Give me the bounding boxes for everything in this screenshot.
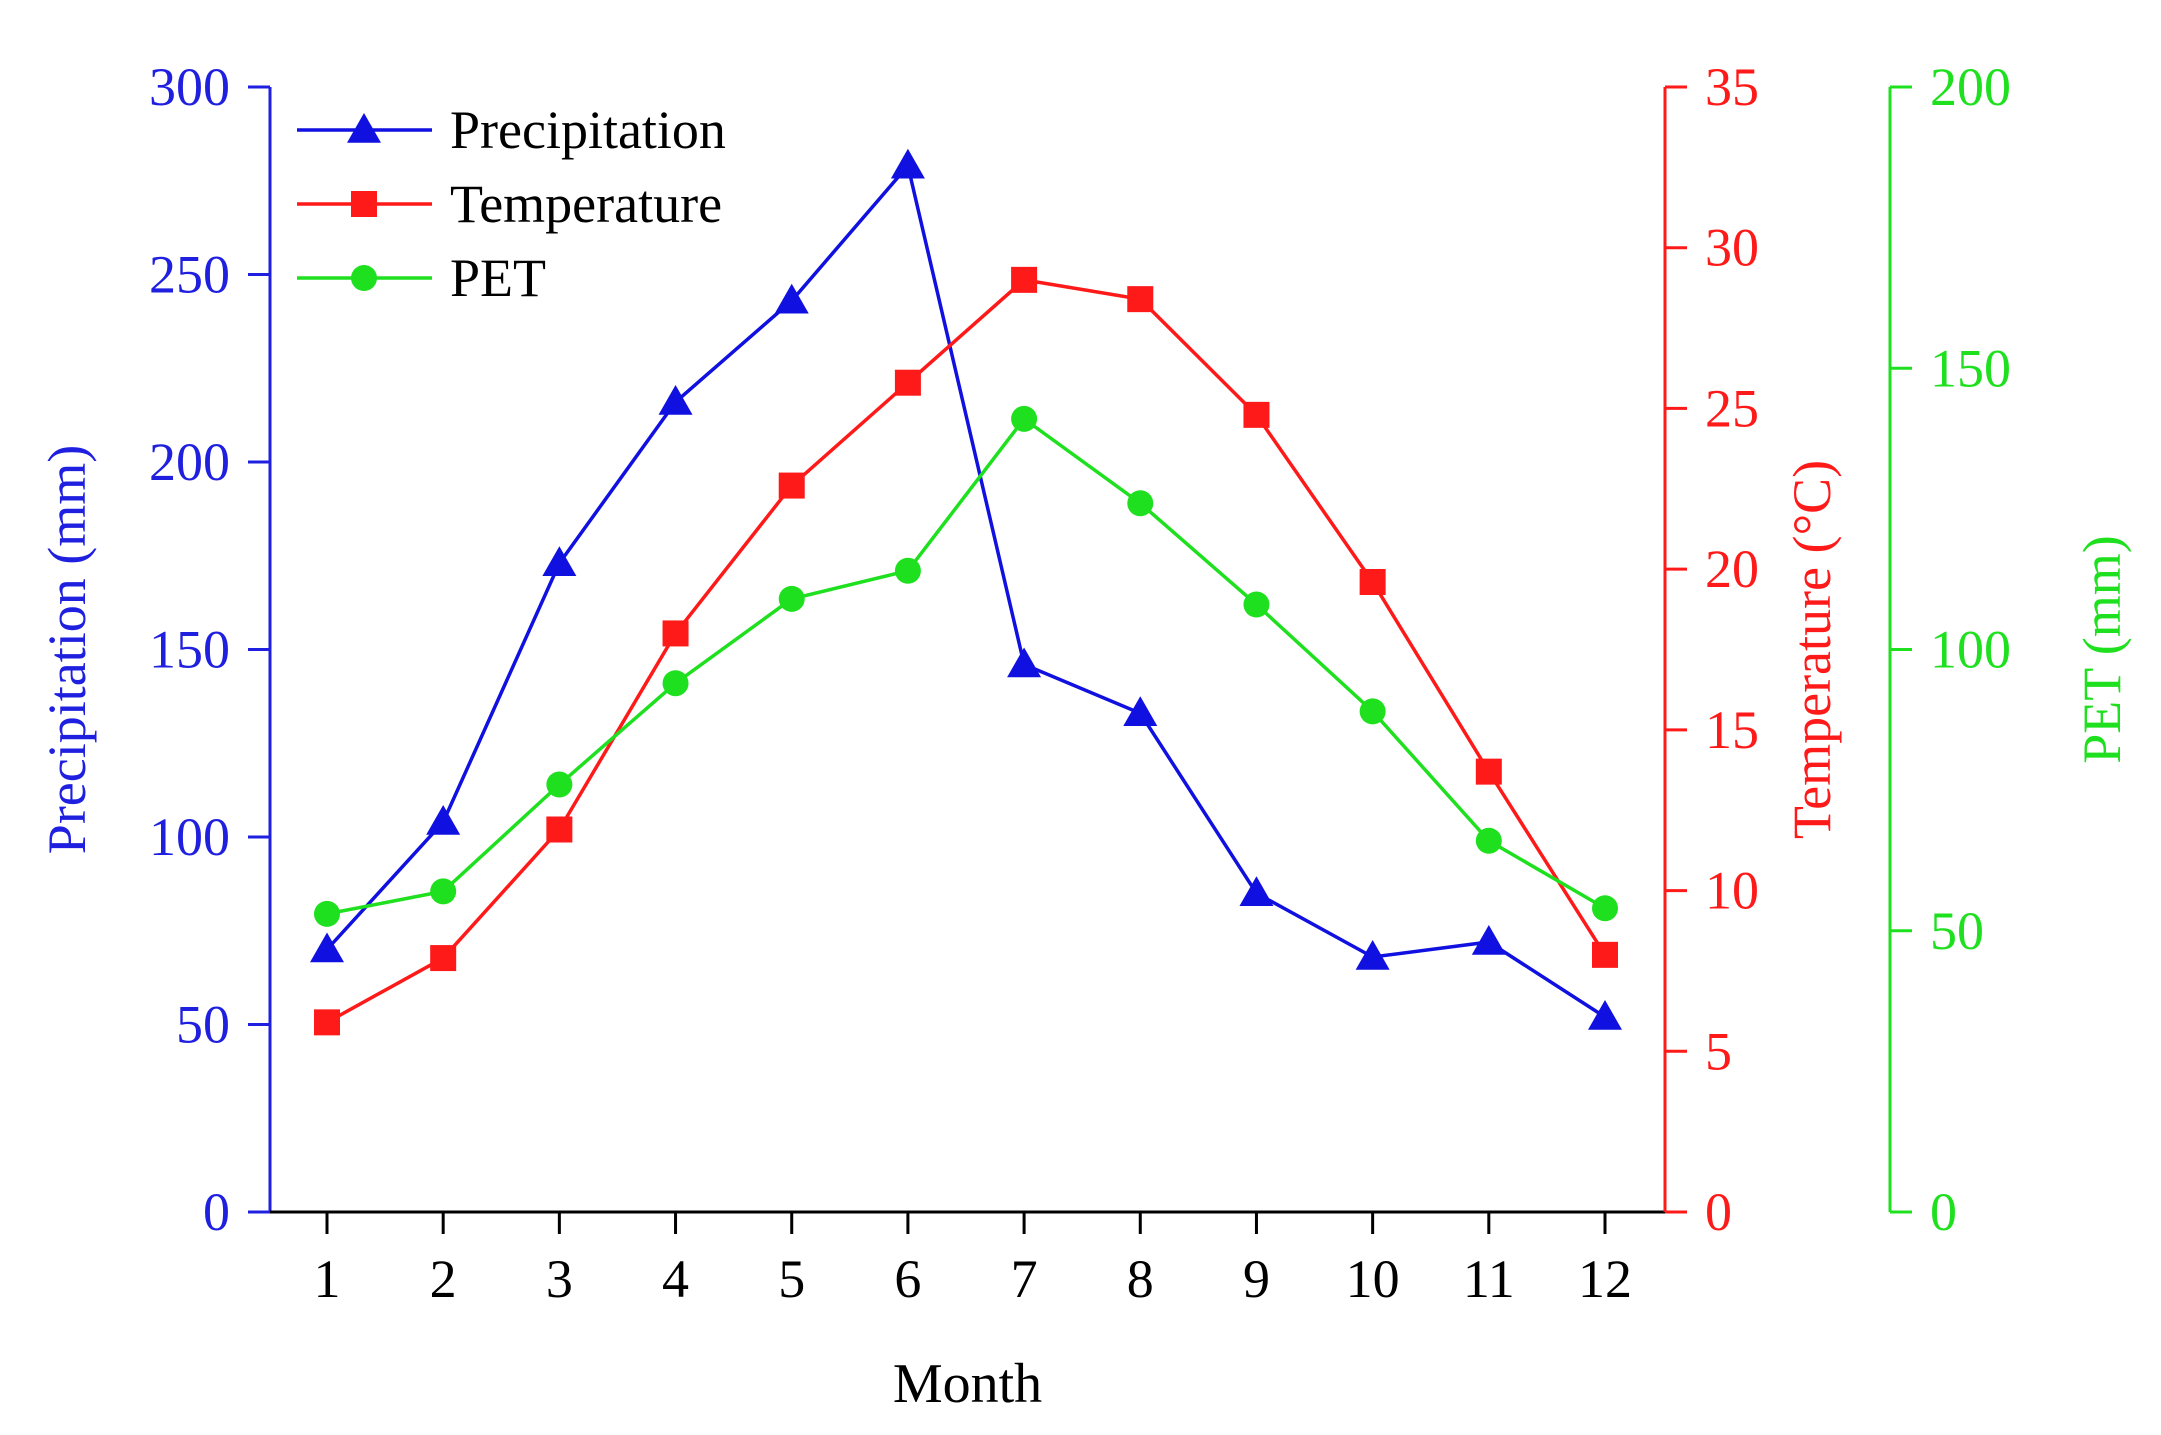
pet-point bbox=[430, 878, 457, 905]
precipitation-point bbox=[1239, 876, 1274, 906]
temp-tick-label: 35 bbox=[1705, 57, 1759, 117]
temperature-point bbox=[1243, 401, 1270, 428]
x-tick-label: 10 bbox=[1346, 1249, 1400, 1309]
legend-marker bbox=[347, 113, 381, 143]
legend-marker bbox=[351, 191, 377, 217]
legend: Precipitation Temperature PET bbox=[297, 100, 726, 308]
temperature-point bbox=[1475, 758, 1502, 785]
temperature-point bbox=[314, 1009, 340, 1036]
precip-tick-label: 100 bbox=[149, 807, 230, 867]
precipitation-point bbox=[310, 932, 344, 963]
pet-point bbox=[1243, 591, 1270, 618]
temperature-point bbox=[546, 816, 573, 843]
precip-tick-label: 300 bbox=[149, 57, 230, 117]
precip-tick-label: 0 bbox=[203, 1182, 230, 1242]
temperature-point bbox=[1592, 941, 1618, 968]
temperature-point bbox=[1359, 569, 1386, 595]
x-tick-label: 12 bbox=[1578, 1249, 1632, 1309]
pet-tick-label: 100 bbox=[1930, 620, 2011, 680]
precipitation-point bbox=[1471, 925, 1506, 955]
pet-point bbox=[314, 900, 340, 927]
temp-tick-label: 30 bbox=[1705, 218, 1759, 278]
precipitation-point bbox=[1123, 696, 1158, 726]
temperature-line bbox=[326, 277, 1607, 1024]
precip-tick-label: 150 bbox=[149, 620, 230, 680]
x-tick-label: 3 bbox=[546, 1249, 573, 1309]
x-tick-label: 5 bbox=[778, 1249, 805, 1309]
temperature-point bbox=[894, 369, 921, 396]
temp-tick-label: 10 bbox=[1705, 861, 1759, 921]
pet-tick-label: 0 bbox=[1930, 1182, 1957, 1242]
precipitation-point bbox=[1007, 647, 1042, 678]
pet-point bbox=[778, 585, 805, 612]
precipitation-point bbox=[426, 805, 461, 835]
temp-axis-title: Temperature (°C) bbox=[1782, 460, 1842, 839]
legend-marker bbox=[351, 265, 377, 291]
x-tick-label: 11 bbox=[1463, 1249, 1515, 1309]
pet-point bbox=[1592, 895, 1618, 922]
precip-tick-label: 200 bbox=[149, 432, 230, 492]
x-tick-label: 1 bbox=[314, 1249, 341, 1309]
pet-point bbox=[1359, 698, 1386, 725]
temperature-point bbox=[430, 945, 457, 972]
precip-tick-label: 250 bbox=[149, 245, 230, 305]
precipitation-point bbox=[542, 546, 577, 576]
temperature-point bbox=[1127, 286, 1154, 313]
pet-point bbox=[1475, 827, 1502, 854]
pet-line bbox=[326, 416, 1606, 916]
precipitation-point bbox=[890, 148, 925, 179]
pet-point bbox=[1011, 405, 1038, 432]
legend-label: Precipitation bbox=[450, 100, 726, 160]
temp-tick-label: 5 bbox=[1705, 1021, 1732, 1081]
pet-point bbox=[546, 771, 573, 798]
x-tick-label: 6 bbox=[894, 1249, 921, 1309]
x-tick-label: 2 bbox=[430, 1249, 457, 1309]
pet-point bbox=[1127, 490, 1154, 517]
temp-tick-label: 0 bbox=[1705, 1182, 1732, 1242]
precipitation-point bbox=[658, 385, 693, 415]
x-tick-label: 7 bbox=[1011, 1249, 1038, 1309]
legend-label: Temperature bbox=[450, 174, 722, 234]
x-axis-title: Month bbox=[893, 1353, 1042, 1415]
temp-tick-label: 15 bbox=[1705, 700, 1759, 760]
temperature-point bbox=[662, 620, 689, 647]
pet-tick-label: 150 bbox=[1930, 338, 2011, 398]
pet-axis-title: PET (mm) bbox=[2072, 535, 2132, 764]
x-tick-label: 9 bbox=[1243, 1249, 1270, 1309]
precipitation-point bbox=[1355, 940, 1390, 970]
pet-point bbox=[894, 557, 921, 584]
precip-tick-label: 50 bbox=[176, 995, 230, 1055]
precipitation-line bbox=[325, 161, 1606, 1019]
x-tick-label: 4 bbox=[662, 1249, 689, 1309]
temperature-point bbox=[1011, 266, 1038, 293]
series-layer bbox=[310, 148, 1622, 1036]
temp-tick-label: 25 bbox=[1705, 378, 1759, 438]
precipitation-point bbox=[1588, 1000, 1622, 1030]
temperature-point bbox=[778, 472, 805, 499]
pet-tick-label: 50 bbox=[1930, 901, 1984, 961]
precip-axis-title: Precipitation (mm) bbox=[37, 445, 97, 854]
legend-label: PET bbox=[450, 248, 546, 308]
temp-tick-label: 20 bbox=[1705, 539, 1759, 599]
x-tick-label: 8 bbox=[1127, 1249, 1154, 1309]
pet-tick-label: 200 bbox=[1930, 57, 2011, 117]
pet-point bbox=[662, 670, 689, 697]
precipitation-point bbox=[774, 283, 809, 314]
